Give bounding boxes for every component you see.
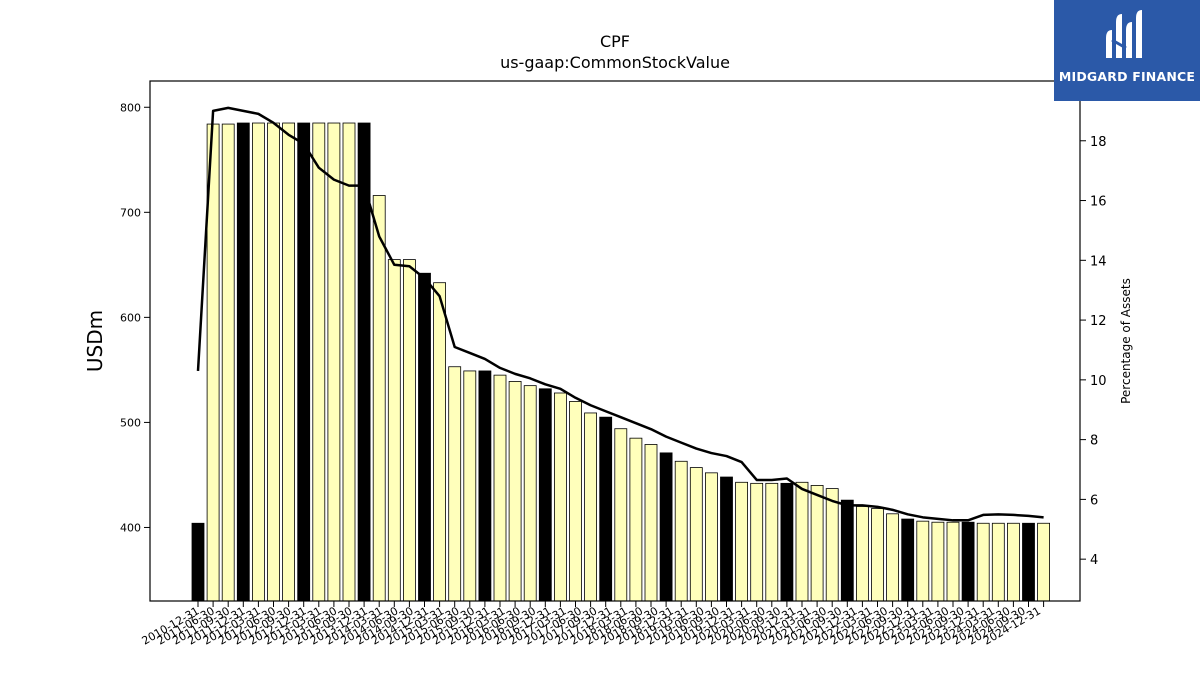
y2-tick-label-18: 18 (1090, 135, 1107, 150)
bar-2015-09-30 (478, 370, 492, 602)
bar-2019-06-30 (705, 472, 718, 602)
bar-2023-06-30 (946, 521, 960, 602)
bar-2021-06-30 (825, 488, 839, 602)
bar-2011-09-30 (236, 122, 250, 602)
bar-2015-03-31 (448, 366, 462, 602)
bar-2022-12-31 (916, 520, 930, 602)
y2-tick-label-10: 10 (1090, 374, 1107, 389)
y2-tick-label-8: 8 (1090, 434, 1098, 449)
y-tick-label-700: 700 (120, 206, 141, 219)
y-tick-label-500: 500 (120, 416, 141, 429)
bar-2024-12-31 (1037, 522, 1050, 602)
bar-2018-06-30 (644, 444, 658, 602)
logo-mark-icon (1106, 10, 1142, 58)
bar-2013-09-30 (357, 122, 371, 602)
bar-2022-09-30 (901, 518, 915, 602)
y2-axis-label: Percentage of Assets (1119, 278, 1133, 404)
bar-2015-06-30 (463, 370, 477, 602)
bar-2014-03-31 (387, 259, 401, 602)
bar-2019-12-31 (735, 481, 748, 602)
bar-2020-03-31 (750, 482, 764, 602)
bar-2016-03-31 (508, 381, 522, 602)
pct-assets-line (196, 106, 1044, 522)
bar-2024-09-30 (1022, 522, 1035, 602)
chart-subtitle: us-gaap:CommonStockValue (500, 53, 730, 72)
bar-2017-09-30 (599, 416, 613, 602)
bar-2014-12-31 (433, 282, 447, 602)
bar-2021-03-31 (810, 485, 824, 602)
bar-2019-09-30 (720, 476, 733, 602)
plot-frame (149, 80, 1081, 602)
bar-2018-12-31 (674, 460, 688, 602)
bar-2011-06-30 (221, 123, 235, 602)
y2-tick-label-12: 12 (1090, 314, 1107, 329)
bar-2016-12-31 (554, 392, 567, 602)
bar-2021-12-31 (856, 506, 869, 602)
bar-2020-06-30 (765, 482, 779, 602)
x-axis: 2010-12-312011-06-302011-09-302011-12-31… (140, 601, 1045, 648)
bar-2012-09-30 (297, 122, 311, 602)
bar-2013-06-30 (342, 122, 356, 602)
bar-2013-03-31 (327, 122, 341, 602)
bar-2017-06-30 (584, 412, 597, 602)
bar-2021-09-30 (840, 499, 854, 602)
y2-tick-label-6: 6 (1090, 493, 1098, 508)
bar-2013-12-31 (372, 195, 386, 602)
bar-2024-03-31 (991, 522, 1005, 602)
bar-2018-03-31 (629, 437, 643, 602)
logo-text: MIDGARD FINANCE (1058, 69, 1196, 84)
bar-2015-12-31 (493, 374, 507, 602)
bars-layer (191, 122, 1050, 602)
y2-tick-label-14: 14 (1090, 254, 1107, 269)
bar-2022-03-31 (871, 508, 884, 602)
bar-2016-09-30 (538, 388, 552, 602)
bar-2023-09-30 (961, 521, 975, 602)
bar-2022-06-30 (886, 513, 899, 602)
y-axis-label: USDm (83, 310, 107, 372)
bar-2018-09-30 (659, 452, 673, 602)
bar-2014-06-30 (402, 259, 416, 602)
y2-tick-label-4: 4 (1090, 553, 1098, 568)
bar-2011-12-31 (251, 122, 265, 602)
y-tick-label-400: 400 (120, 521, 141, 534)
bar-2012-03-31 (267, 122, 280, 602)
bar-2012-06-30 (282, 122, 296, 602)
y2-tick-label-16: 16 (1090, 195, 1107, 210)
bar-2023-03-31 (931, 521, 945, 602)
bar-2019-03-31 (689, 467, 703, 602)
bar-2020-12-31 (795, 481, 809, 602)
bar-2020-09-30 (780, 482, 794, 602)
bar-2024-06-30 (1007, 522, 1020, 602)
bar-2014-09-30 (418, 272, 431, 602)
bar-2012-12-31 (312, 122, 326, 602)
y-tick-label-600: 600 (120, 311, 141, 324)
midgard-finance-logo: MIDGARD FINANCE (1054, 0, 1200, 101)
bar-2016-06-30 (523, 385, 537, 602)
bar-2017-03-31 (569, 400, 582, 602)
y-axis-left: 400 500 600 700 800 (120, 101, 150, 534)
line-layer (196, 106, 1044, 522)
bar-2010-12-31 (191, 522, 205, 602)
y-tick-label-800: 800 (120, 101, 141, 114)
bar-2017-12-31 (614, 428, 628, 602)
y-axis-right: 4 6 8 10 12 14 16 18 (1080, 135, 1107, 568)
chart-title: CPF (599, 32, 631, 51)
bar-2023-12-31 (976, 522, 990, 602)
